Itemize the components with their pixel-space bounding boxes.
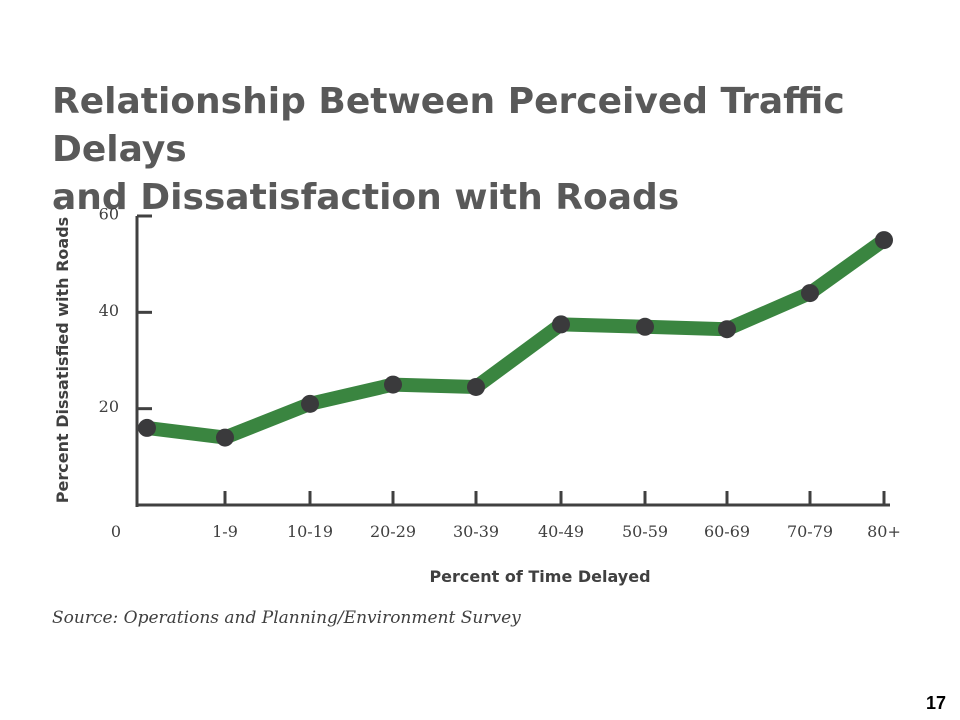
data-point <box>636 317 654 336</box>
data-point <box>552 315 570 334</box>
data-point <box>718 320 736 339</box>
chart-labels: 20 40 60 0 1-9 10-19 20-29 30-39 40-49 50-59 60-69… <box>53 205 901 587</box>
y-tick-label: 60 <box>99 205 119 224</box>
x-tick-label: 10-19 <box>287 522 333 541</box>
x-tick-label: 60-69 <box>704 522 750 541</box>
y-tick-label: 40 <box>99 301 119 320</box>
x-tick-label: 70-79 <box>787 522 833 541</box>
data-point <box>875 231 893 250</box>
data-point <box>138 418 156 437</box>
y-axis-title: Percent Dissatisfied with Roads <box>53 217 72 503</box>
chart-axes <box>135 216 890 507</box>
y-tick-label: 20 <box>99 397 119 416</box>
data-point <box>467 377 485 396</box>
series-line <box>140 233 891 445</box>
source-note: Source: Operations and Planning/Environm… <box>52 608 521 628</box>
chart-series <box>138 231 893 447</box>
data-point <box>384 375 402 394</box>
data-point <box>301 394 319 413</box>
chart-ticks <box>137 214 886 505</box>
x-tick-label: 40-49 <box>538 522 584 541</box>
x-axis-title: Percent of Time Delayed <box>429 567 650 586</box>
x-tick-label: 1-9 <box>212 522 238 541</box>
chart-title: Relationship Between Perceived Traffic D… <box>52 78 912 222</box>
data-point <box>801 284 819 303</box>
slide-number: 17 <box>925 693 946 713</box>
x-tick-label: 80+ <box>867 522 901 541</box>
chart-title-line-2: and Dissatisfaction with Roads <box>52 177 680 218</box>
x-tick-label: 30-39 <box>453 522 499 541</box>
x-tick-label: 20-29 <box>370 522 416 541</box>
x-tick-label: 50-59 <box>622 522 668 541</box>
x-tick-label: 0 <box>111 522 121 541</box>
chart-title-line-1: Relationship Between Perceived Traffic D… <box>52 81 845 170</box>
data-point <box>216 428 234 447</box>
